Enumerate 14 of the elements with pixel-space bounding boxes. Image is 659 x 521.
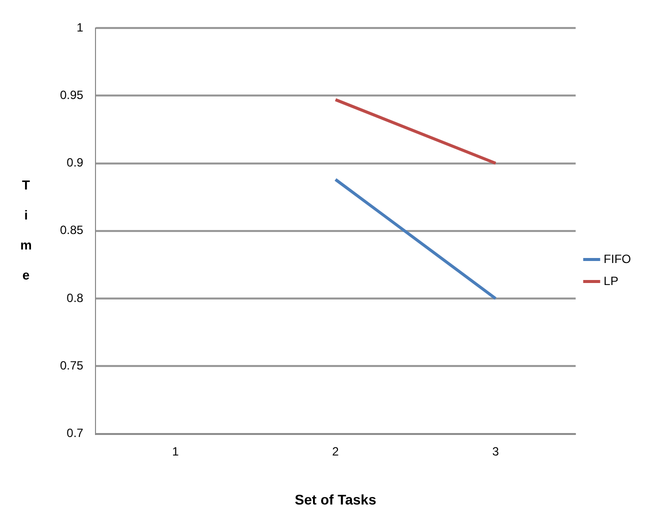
y-axis-title: Time xyxy=(20,177,32,282)
y-tick-label: 0.85 xyxy=(60,223,84,238)
legend-label: LP xyxy=(604,274,618,288)
y-tick-label: 1 xyxy=(76,20,84,34)
legend-label: FIFO xyxy=(604,252,631,266)
x-axis-title: Set of Tasks xyxy=(294,491,376,508)
y-tick-label: 0.75 xyxy=(60,358,84,372)
y-tick-label: 0.9 xyxy=(66,156,84,170)
x-tick-label: 2 xyxy=(332,444,340,458)
x-tick-label: 3 xyxy=(492,444,500,458)
y-tick-label: 0.8 xyxy=(66,290,84,305)
y-tick-label: 0.95 xyxy=(60,88,84,102)
y-tick-label: 0.7 xyxy=(66,426,84,440)
x-tick-label: 1 xyxy=(172,444,180,458)
